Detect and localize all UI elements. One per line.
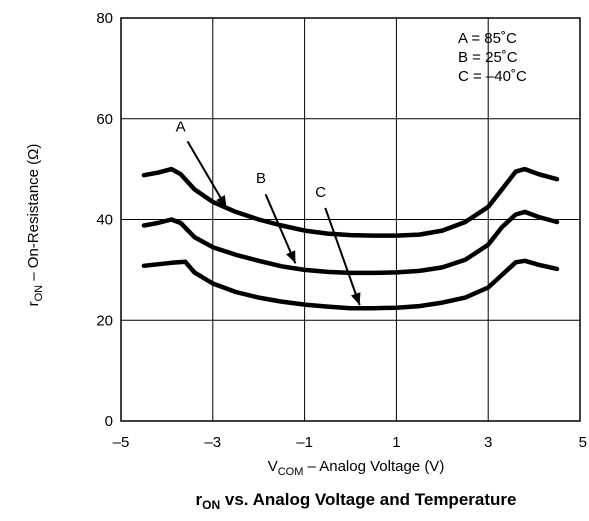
y-axis-label-main: r xyxy=(25,301,42,306)
y-tick-labels: 0 20 40 60 80 xyxy=(96,10,113,430)
series-lines xyxy=(141,166,560,311)
y-axis-label: rON – On-Resistance (Ω) xyxy=(25,144,45,307)
x-axis-label-main: V xyxy=(268,458,278,475)
x-axis-label-sub: COM xyxy=(278,466,304,478)
x-axis-label-rest: – Analog Voltage (V) xyxy=(303,458,444,475)
chart-title-rest: vs. Analog Voltage and Temperature xyxy=(220,490,516,509)
annotation-arrowhead-b xyxy=(286,250,296,264)
chart-title-main: r xyxy=(196,490,203,509)
x-tick-label: 1 xyxy=(392,434,400,451)
y-tick-label: 0 xyxy=(105,413,113,430)
annotation-arrowhead-c xyxy=(351,292,361,306)
series-line-c xyxy=(141,258,560,311)
x-tick-label: 3 xyxy=(484,434,492,451)
chart-title: rON vs. Analog Voltage and Temperature xyxy=(196,490,517,512)
annotation-label-b: B xyxy=(256,170,266,187)
legend-entry-c: C = –40˚C xyxy=(458,68,527,85)
legend-entry-b: B = 25˚C xyxy=(458,49,518,66)
grid-lines xyxy=(121,18,580,421)
y-tick-label: 60 xyxy=(96,111,113,128)
annotation-arrow-c xyxy=(324,207,361,306)
legend-box: A = 85˚C B = 25˚C C = –40˚C xyxy=(458,30,527,85)
y-axis-label-rest: – On-Resistance (Ω) xyxy=(25,144,42,285)
annotation-arrowhead-a xyxy=(216,195,227,208)
series-line-b xyxy=(141,209,560,276)
legend-entry-a: A = 85˚C xyxy=(458,30,517,47)
y-tick-label: 20 xyxy=(96,312,113,329)
x-tick-label: 5 xyxy=(579,434,587,451)
chart-title-sub: ON xyxy=(202,498,220,512)
y-axis-label-sub: ON xyxy=(33,285,45,302)
y-tick-label: 40 xyxy=(96,212,113,229)
annotation-label-a: A xyxy=(176,118,186,135)
x-tick-labels: –5 –3 –1 1 3 5 xyxy=(113,434,587,451)
annotation-arrow-b xyxy=(264,193,297,264)
x-axis-label: VCOM – Analog Voltage (V) xyxy=(268,458,445,478)
x-tick-label: –5 xyxy=(113,434,130,451)
annotations: A B C xyxy=(176,118,361,306)
annotation-arrow-a xyxy=(186,140,228,209)
x-tick-label: –3 xyxy=(204,434,221,451)
y-tick-label: 80 xyxy=(96,10,113,27)
annotation-label-c: C xyxy=(315,184,326,201)
x-tick-label: –1 xyxy=(296,434,313,451)
plot-frame xyxy=(120,17,581,422)
series-line-a xyxy=(141,166,560,238)
